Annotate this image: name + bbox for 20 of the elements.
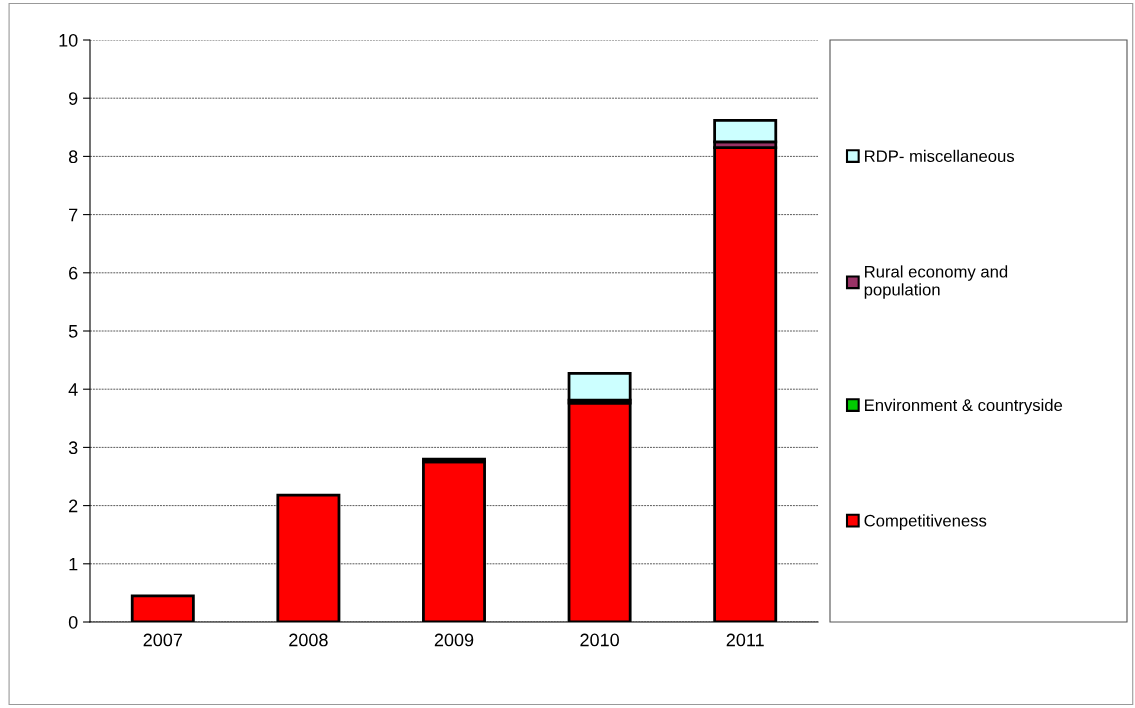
- y-tick-label: 8: [68, 150, 78, 164]
- x-tick-label: 2009: [434, 633, 474, 647]
- y-tick-label: 7: [69, 208, 78, 222]
- x-tick-label: 2010: [580, 633, 619, 647]
- legend-label: RDP- miscellaneous: [865, 149, 1015, 163]
- y-tick-label: 3: [68, 441, 78, 455]
- y-tick-label: 6: [69, 266, 78, 280]
- y-tick-label: 0: [68, 615, 78, 629]
- legend-label: Competitiveness: [864, 514, 987, 530]
- legend-label: Rural economy and population: [864, 265, 1008, 299]
- y-tick-label: 5: [68, 325, 78, 338]
- y-tick-label: 10: [59, 33, 78, 47]
- y-tick-label: 4: [68, 383, 78, 396]
- x-tick-label: 2007: [143, 633, 182, 647]
- y-tick-label: 1: [69, 557, 78, 571]
- y-tick-label: 2: [69, 499, 78, 513]
- x-tick-label: 2008: [289, 633, 328, 647]
- y-tick-label: 9: [69, 92, 78, 105]
- x-tick-label: 2011: [726, 633, 764, 647]
- legend-label: Environment & countryside: [865, 398, 1063, 415]
